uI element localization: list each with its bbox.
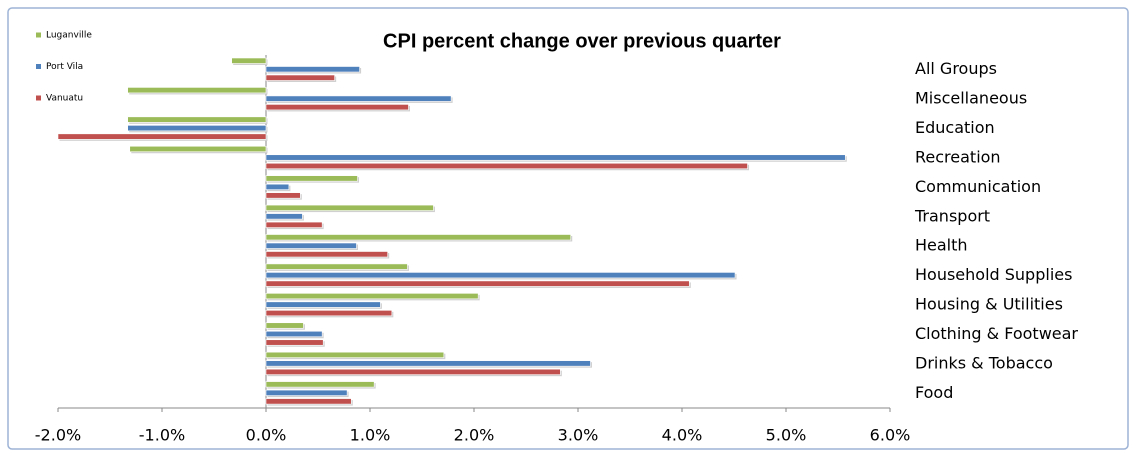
category-label: Health (915, 236, 968, 255)
bar (265, 272, 736, 279)
bar (265, 398, 352, 405)
legend-label: Port Vila (46, 62, 83, 72)
bar (265, 192, 301, 199)
bar (265, 330, 323, 338)
x-tick-label: 1.0% (350, 426, 391, 445)
bar (265, 381, 375, 388)
x-tick-label: 4.0% (662, 426, 703, 445)
bar (265, 104, 409, 111)
x-tick-label: 0.0% (246, 426, 287, 445)
bar (265, 322, 304, 329)
category-label: Transport (914, 206, 990, 225)
category-label: All Groups (915, 59, 997, 78)
legend-label: Luganville (46, 31, 92, 41)
legend-swatch (36, 95, 41, 101)
bar (265, 301, 381, 308)
category-label: Food (915, 383, 953, 402)
bar (265, 162, 748, 170)
bar (265, 242, 357, 249)
legend-label: Vanuatu (46, 94, 83, 104)
x-tick-label: -2.0% (35, 426, 81, 445)
bar (265, 154, 846, 161)
bar (231, 57, 267, 64)
bar (265, 351, 445, 358)
bar (57, 133, 267, 140)
bar (265, 389, 348, 396)
bar (127, 116, 267, 123)
category-label: Education (915, 118, 995, 137)
bar (265, 74, 335, 81)
x-tick-label: -1.0% (139, 426, 185, 445)
bar (265, 360, 591, 367)
bar (265, 263, 408, 270)
bar (265, 175, 358, 182)
bar (265, 310, 393, 317)
legend-swatch (36, 64, 41, 69)
x-tick-label: 3.0% (558, 426, 599, 445)
bar (265, 221, 323, 228)
bar (265, 66, 360, 73)
category-label: Communication (915, 177, 1041, 196)
bar (265, 183, 290, 190)
category-label: Housing & Utilities (915, 295, 1063, 314)
bar (127, 87, 267, 94)
category-label: Recreation (915, 147, 1001, 166)
bar (265, 234, 572, 241)
x-tick-label: 5.0% (766, 426, 807, 445)
bar (265, 251, 388, 258)
bar (265, 368, 561, 375)
category-label: Miscellaneous (915, 89, 1027, 108)
bar (129, 145, 267, 153)
bar (127, 125, 267, 132)
category-label: Household Supplies (915, 265, 1072, 284)
chart-border (7, 7, 1129, 450)
category-label: Clothing & Footwear (915, 324, 1078, 343)
bar (265, 204, 434, 211)
bar (265, 293, 479, 300)
x-tick-label: 2.0% (454, 426, 495, 445)
category-label: Drinks & Tobacco (915, 353, 1053, 372)
bar (265, 95, 452, 102)
legend-swatch (36, 32, 41, 38)
x-tick-label: 6.0% (870, 426, 911, 445)
bar (265, 213, 303, 220)
bar (265, 280, 690, 287)
bar (265, 339, 324, 346)
chart-title: CPI percent change over previous quarter (383, 30, 781, 52)
